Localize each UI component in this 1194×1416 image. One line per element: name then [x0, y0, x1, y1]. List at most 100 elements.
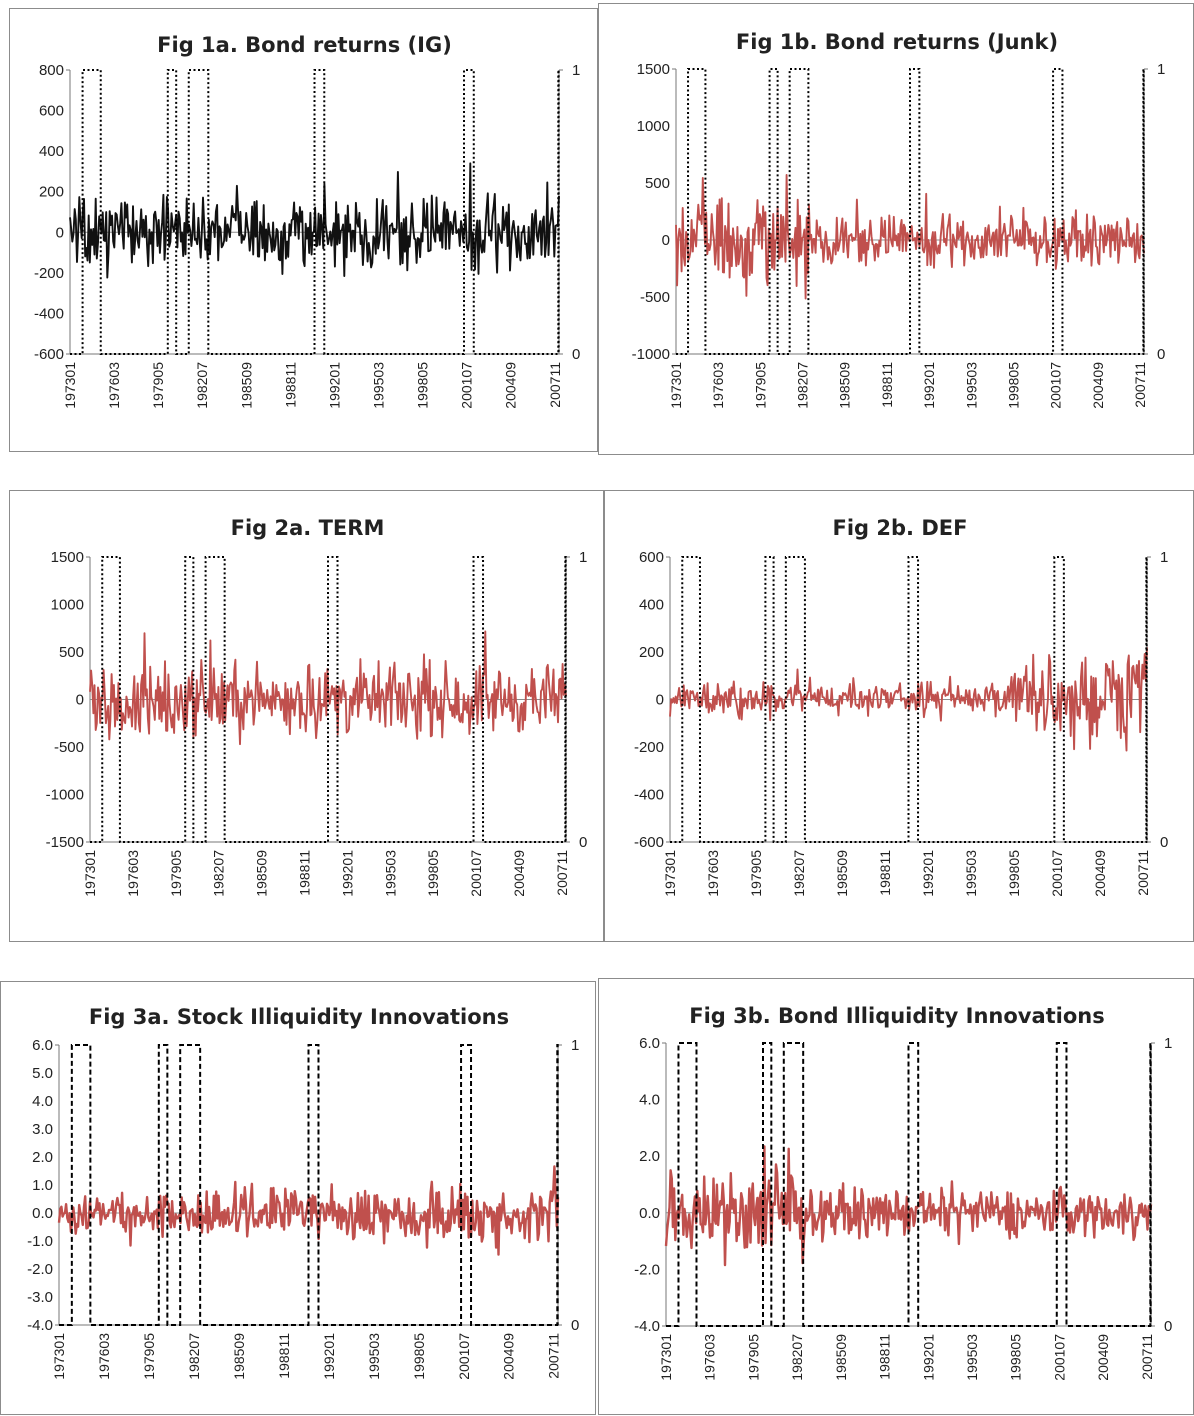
x-tick-label: 197301 — [82, 850, 98, 897]
x-tick-label: 198207 — [791, 850, 807, 897]
x-tick-label: 199805 — [425, 850, 441, 897]
chart-title: Fig 2b. DEF — [833, 516, 968, 540]
x-tick-label: 199201 — [321, 1333, 337, 1380]
chart-panel-fig3b: Fig 3b. Bond Illiquidity Innovations 6.0 4… — [598, 978, 1194, 1415]
x-tick-label: 198509 — [231, 1333, 247, 1380]
x-tick-label: 200409 — [1090, 362, 1106, 409]
chart-svg-fig3a: Fig 3a. Stock Illiquidity Innovations 6.0… — [27, 1005, 579, 1380]
y2-tick-label: 1 — [579, 549, 587, 566]
y2-tick-label: 0 — [1164, 1318, 1172, 1335]
y-tick-label: 600 — [39, 103, 64, 120]
x-tick-label: 200711 — [1132, 362, 1148, 408]
x-tick-label: 198811 — [282, 362, 298, 408]
x-tick-label: 199201 — [326, 362, 342, 409]
x-tick-label: 198811 — [276, 1333, 292, 1379]
x-tick-label: 199503 — [382, 850, 398, 897]
y-tick-label: 0.0 — [32, 1205, 53, 1222]
x-tick-label: 197301 — [62, 362, 78, 409]
x-tick-label: 200409 — [501, 1333, 517, 1380]
y-tick-label: 200 — [39, 184, 64, 201]
x-tick-label: 198207 — [789, 1334, 805, 1381]
x-tick-label: 200107 — [1051, 1334, 1067, 1381]
chart-panel-fig1b: Fig 1b. Bond returns (Junk) 1500 1000 500 0 -… — [598, 3, 1194, 455]
x-tick-label: 199503 — [963, 362, 979, 409]
y2-tick-label: 0 — [571, 1317, 579, 1334]
y-tick-label: -3.0 — [27, 1289, 53, 1306]
chart-panel-fig2a: Fig 2a. TERM 1500 1000 500 0 -500 -1000 -1500 1 0… — [9, 490, 604, 942]
x-tick-label: 199503 — [963, 850, 979, 897]
y-tick-label: 0 — [56, 224, 64, 241]
x-tick-label: 198811 — [879, 362, 895, 408]
x-tick-label: 198811 — [877, 850, 893, 896]
recession-indicator — [90, 556, 567, 843]
x-tick-label: 198207 — [186, 1333, 202, 1380]
x-tick-label: 199201 — [921, 362, 937, 409]
chart-title: Fig 3a. Stock Illiquidity Innovations — [89, 1005, 509, 1029]
x-tick-label: 200107 — [456, 1333, 472, 1380]
x-tick-label: 197905 — [745, 1334, 761, 1381]
x-tick-label: 198509 — [834, 850, 850, 897]
recession-indicator — [676, 68, 1145, 355]
x-tick-label: 199805 — [1008, 1334, 1024, 1381]
x-tick-label: 197603 — [705, 850, 721, 897]
x-tick-label: 200409 — [503, 362, 519, 409]
chart-svg-fig2b: Fig 2b. DEF 600 400 200 0 -200 -400 -600 1 0 19730… — [634, 516, 1168, 897]
y-tick-label: 1000 — [637, 118, 670, 135]
x-tick-label: 199805 — [411, 1333, 427, 1380]
y-tick-label: -4.0 — [634, 1318, 660, 1335]
y-tick-label: 1500 — [51, 549, 84, 566]
x-tick-label: 197603 — [702, 1334, 718, 1381]
x-tick-label: 199201 — [920, 1334, 936, 1381]
x-tick-label: 199201 — [339, 850, 355, 897]
y-tick-label: 3.0 — [32, 1121, 53, 1138]
series-line — [69, 162, 560, 279]
y-tick-label: 1.0 — [32, 1177, 53, 1194]
x-tick-label: 200711 — [1139, 1334, 1155, 1380]
y-tick-label: -200 — [34, 265, 64, 282]
x-tick-label: 199805 — [415, 362, 431, 409]
x-tick-label: 200409 — [1092, 850, 1108, 897]
y-tick-label: 400 — [39, 143, 64, 160]
series-line — [669, 647, 1148, 752]
x-tick-label: 200409 — [511, 850, 527, 897]
x-tick-label: 198207 — [194, 362, 210, 409]
y2-tick-label: 0 — [579, 834, 587, 851]
y-tick-label: 6.0 — [639, 1035, 660, 1052]
chart-svg-fig1b: Fig 1b. Bond returns (Junk) 1500 1000 500 0 -… — [632, 30, 1166, 409]
chart-title: Fig 3b. Bond Illiquidity Innovations — [689, 1004, 1105, 1028]
y-tick-label: -1500 — [46, 834, 84, 851]
x-tick-label: 198811 — [297, 850, 313, 896]
y-tick-label: 500 — [645, 175, 670, 192]
x-tick-label: 198509 — [238, 362, 254, 409]
x-tick-label: 199503 — [366, 1333, 382, 1380]
y2-tick-label: 0 — [572, 346, 580, 363]
y2-tick-label: 1 — [572, 62, 580, 79]
chart-title: Fig 1b. Bond returns (Junk) — [736, 30, 1058, 54]
y-tick-label: 1000 — [51, 597, 84, 614]
y-tick-label: 200 — [639, 644, 664, 661]
recession-indicator — [666, 1042, 1152, 1327]
chart-title: Fig 2a. TERM — [231, 516, 385, 540]
y-tick-label: 1500 — [637, 61, 670, 78]
y-tick-label: 4.0 — [639, 1092, 660, 1109]
y-tick-label: -2.0 — [634, 1261, 660, 1278]
x-tick-label: 200409 — [1095, 1334, 1111, 1381]
y-tick-label: -1000 — [46, 787, 84, 804]
x-tick-label: 200107 — [1049, 850, 1065, 897]
y-tick-label: 0.0 — [639, 1205, 660, 1222]
recession-indicator — [59, 1044, 559, 1326]
x-tick-label: 198509 — [837, 362, 853, 409]
x-tick-label: 199201 — [920, 850, 936, 897]
y-tick-label: -1.0 — [27, 1233, 53, 1250]
x-tick-label: 198207 — [211, 850, 227, 897]
x-tick-label: 197603 — [710, 362, 726, 409]
x-tick-label: 197905 — [150, 362, 166, 409]
x-tick-label: 197301 — [658, 1334, 674, 1381]
y-tick-label: 500 — [59, 644, 84, 661]
y-tick-label: 5.0 — [32, 1065, 53, 1082]
x-tick-label: 198207 — [795, 362, 811, 409]
x-tick-label: 197301 — [668, 362, 684, 409]
chart-panel-fig1a: Fig 1a. Bond returns (IG) 800 600 400 200 0 -2… — [9, 8, 598, 452]
y-tick-label: -400 — [634, 787, 664, 804]
x-tick-label: 200107 — [459, 362, 475, 409]
